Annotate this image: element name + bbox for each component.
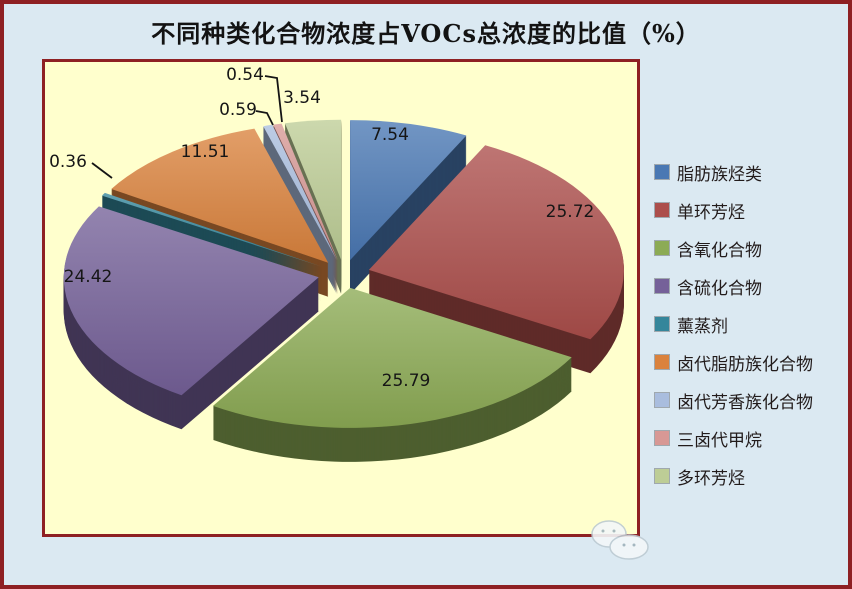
legend-item: 多环芳烃	[654, 457, 813, 495]
leader-line	[264, 75, 283, 123]
plot-area: 7.54 25.72 25.79 24.42 0.36 11.51 0.59 0.54 3.54	[42, 59, 640, 537]
legend-label: 三卤代甲烷	[677, 430, 762, 451]
legend-item: 卤代芳香族化合物	[654, 381, 813, 419]
legend-swatch	[654, 164, 670, 180]
data-label: 3.54	[283, 88, 321, 108]
data-label: 25.79	[382, 371, 431, 391]
pie-slice	[213, 287, 572, 462]
pie-slice	[63, 206, 319, 430]
legend-swatch	[654, 392, 670, 408]
legend-item: 脂肪族烃类	[654, 153, 813, 191]
legend-label: 含氧化合物	[677, 240, 762, 261]
legend-item: 单环芳烃	[654, 191, 813, 229]
legend-label: 单环芳烃	[677, 202, 745, 223]
data-label: 24.42	[64, 267, 113, 287]
data-label: 25.72	[546, 202, 595, 222]
legend-label: 薰蒸剂	[677, 316, 728, 337]
legend-label: 卤代芳香族化合物	[677, 392, 813, 413]
legend-label: 多环芳烃	[677, 468, 745, 489]
pie-chart: 7.54 25.72 25.79 24.42 0.36 11.51 0.59 0.54 3.54	[49, 65, 624, 462]
data-label: 0.59	[219, 100, 257, 120]
data-label: 7.54	[371, 125, 409, 145]
legend-label: 脂肪族烃类	[677, 164, 762, 185]
leader-line	[255, 110, 274, 126]
legend-label: 含硫化合物	[677, 278, 762, 299]
leader-line	[91, 162, 113, 179]
legend-swatch	[654, 278, 670, 294]
data-label: 0.54	[226, 65, 264, 85]
watermark-cloud-icon	[591, 520, 649, 560]
legend-swatch	[654, 240, 670, 256]
legend-swatch	[654, 202, 670, 218]
legend-item: 卤代脂肪族化合物	[654, 343, 813, 381]
data-label: 0.36	[49, 152, 87, 172]
pie-slice	[350, 120, 467, 295]
legend-item: 三卤代甲烷	[654, 419, 813, 457]
legend-item: 含硫化合物	[654, 267, 813, 305]
legend-item: 含氧化合物	[654, 229, 813, 267]
chart-title: 不同种类化合物浓度占VOCs总浓度的比值（%）	[151, 19, 701, 48]
legend-swatch	[654, 316, 670, 332]
legend-item: 薰蒸剂	[654, 305, 813, 343]
data-label: 11.51	[181, 142, 230, 162]
legend: 脂肪族烃类单环芳烃含氧化合物含硫化合物薰蒸剂卤代脂肪族化合物 卤代芳香族化合物 三卤…	[654, 153, 813, 495]
legend-swatch	[654, 430, 670, 446]
legend-swatch	[654, 468, 670, 484]
legend-label: 卤代脂肪族化合物	[677, 354, 813, 375]
legend-swatch	[654, 354, 670, 370]
pie-slice	[368, 145, 624, 374]
